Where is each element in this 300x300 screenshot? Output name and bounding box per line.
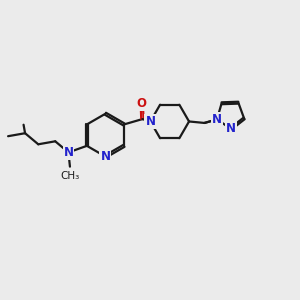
Text: N: N <box>64 146 74 159</box>
Text: N: N <box>226 122 236 135</box>
Text: CH₃: CH₃ <box>60 170 80 181</box>
Text: N: N <box>100 150 110 163</box>
Text: N: N <box>146 115 155 128</box>
Text: N: N <box>212 113 222 126</box>
Text: O: O <box>137 97 147 110</box>
